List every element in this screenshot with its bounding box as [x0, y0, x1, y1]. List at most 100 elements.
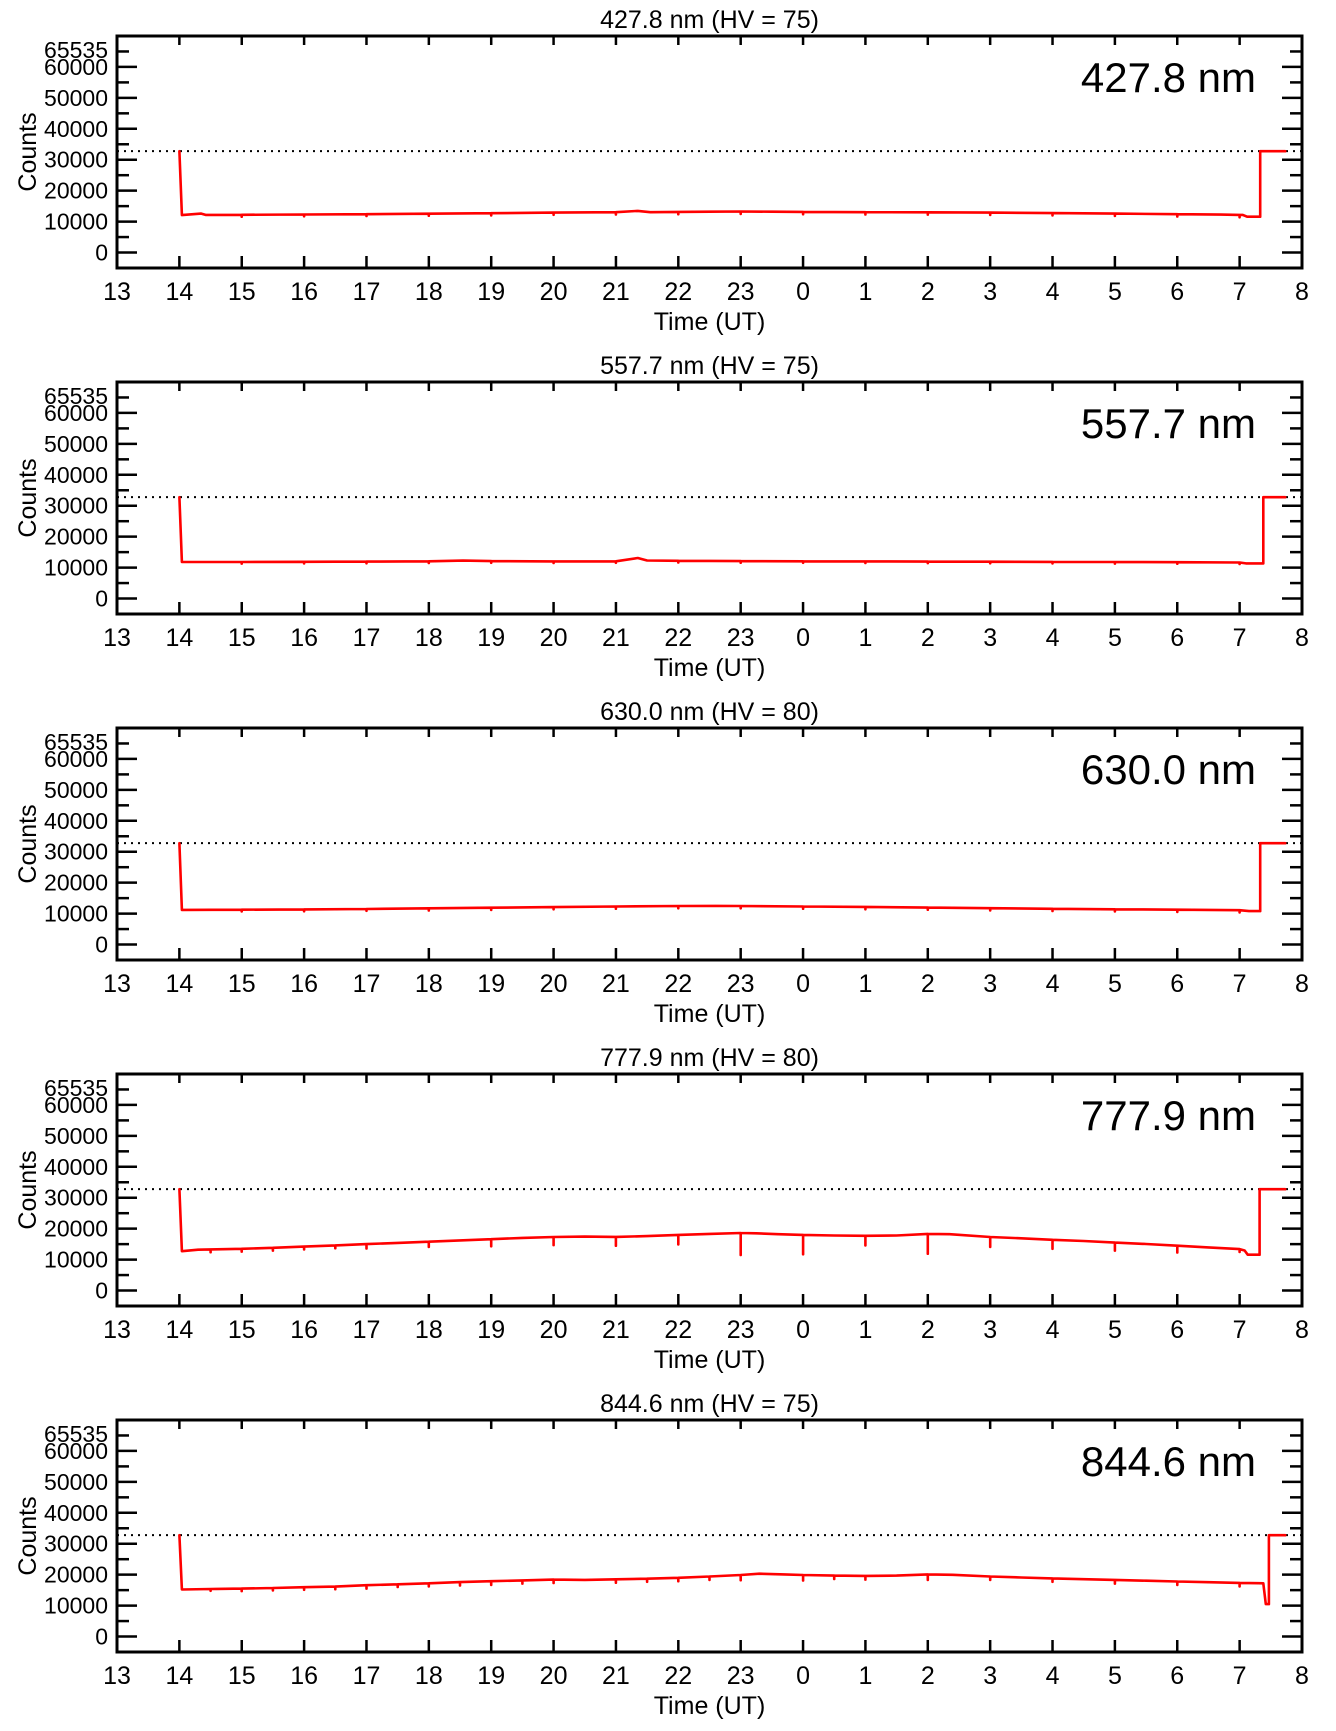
x-tick-label: 2 [921, 1662, 935, 1690]
x-tick-label: 0 [796, 278, 810, 306]
chart-title: 557.7 nm (HV = 75) [600, 352, 819, 380]
y-tick-label: 20000 [44, 524, 108, 550]
x-tick-label: 16 [290, 278, 318, 306]
x-tick-label: 5 [1108, 278, 1122, 306]
x-tick-label: 0 [796, 1316, 810, 1344]
x-tick-label: 16 [290, 1662, 318, 1690]
y-axis-ticks [117, 742, 1302, 946]
x-tick-label: 5 [1108, 1662, 1122, 1690]
x-tick-label: 18 [415, 1662, 443, 1690]
x-tick-label: 18 [415, 624, 443, 652]
x-tick-label: 3 [983, 1316, 997, 1344]
x-tick-label: 4 [1046, 970, 1060, 998]
y-tick-label: 0 [95, 586, 108, 612]
x-tick-label: 8 [1295, 278, 1309, 306]
x-tick-label: 21 [602, 970, 630, 998]
y-axis-ticks [117, 1088, 1302, 1292]
x-tick-label: 20 [540, 970, 568, 998]
x-tick-label: 23 [727, 970, 755, 998]
chart-panel: 844.6 nm (HV = 75) 13 14 15 16 17 18 19 20 21 22 23… [0, 1384, 1336, 1730]
y-tick-label: 50000 [44, 777, 108, 803]
x-tick-label: 17 [353, 1662, 381, 1690]
y-tick-label: 0 [95, 932, 108, 958]
y-axis-ticks [117, 50, 1302, 254]
y-axis-ticks [117, 1434, 1302, 1638]
counts-series-line [178, 149, 1287, 219]
chart-title: 630.0 nm (HV = 80) [600, 698, 819, 726]
x-tick-label: 23 [727, 624, 755, 652]
x-tick-label: 18 [415, 278, 443, 306]
wavelength-label: 844.6 nm [1081, 1438, 1256, 1485]
x-tick-label: 8 [1295, 624, 1309, 652]
chart-panel: 427.8 nm (HV = 75) 13 14 15 16 17 18 19 20 21 22 23… [0, 0, 1336, 346]
y-tick-label: 60000 [44, 1438, 108, 1464]
y-tick-label: 40000 [44, 808, 108, 834]
chart-title: 777.9 nm (HV = 80) [600, 1044, 819, 1072]
x-tick-label: 21 [602, 1662, 630, 1690]
x-tick-label: 19 [477, 1662, 505, 1690]
x-tick-label: 3 [983, 970, 997, 998]
y-axis-label: Counts [14, 804, 42, 883]
y-tick-label: 10000 [44, 209, 108, 235]
x-axis-label: Time (UT) [654, 1346, 766, 1374]
x-tick-label: 23 [727, 1316, 755, 1344]
y-axis-label: Counts [14, 1496, 42, 1575]
y-tick-label: 10000 [44, 901, 108, 927]
x-tick-label: 14 [165, 970, 193, 998]
wavelength-label: 427.8 nm [1081, 54, 1256, 101]
y-tick-label: 30000 [44, 839, 108, 865]
x-tick-label: 8 [1295, 1662, 1309, 1690]
y-axis-label: Counts [14, 112, 42, 191]
y-tick-label: 10000 [44, 555, 108, 581]
x-tick-label: 0 [796, 624, 810, 652]
y-axis-label: Counts [14, 1150, 42, 1229]
x-tick-label: 7 [1233, 1316, 1247, 1344]
x-tick-label: 1 [858, 624, 872, 652]
y-tick-label: 40000 [44, 1154, 108, 1180]
x-tick-label: 7 [1233, 1662, 1247, 1690]
x-tick-label: 2 [921, 278, 935, 306]
x-tick-label: 8 [1295, 1316, 1309, 1344]
chart-panel: 777.9 nm (HV = 80) 13 14 15 16 17 18 19 20 21 22 23… [0, 1038, 1336, 1384]
y-tick-label: 20000 [44, 1562, 108, 1588]
x-axis-label: Time (UT) [654, 308, 766, 336]
x-tick-label: 20 [540, 1316, 568, 1344]
x-tick-label: 17 [353, 278, 381, 306]
x-tick-label: 1 [858, 1316, 872, 1344]
y-tick-label: 30000 [44, 1531, 108, 1557]
x-tick-label: 7 [1233, 278, 1247, 306]
x-tick-label: 18 [415, 970, 443, 998]
chart-panel: 557.7 nm (HV = 75) 13 14 15 16 17 18 19 20 21 22 23… [0, 346, 1336, 692]
wavelength-label: 630.0 nm [1081, 746, 1256, 793]
x-tick-label: 0 [796, 970, 810, 998]
x-tick-label: 20 [540, 624, 568, 652]
y-tick-label: 0 [95, 1624, 108, 1650]
x-tick-label: 3 [983, 1662, 997, 1690]
x-tick-label: 15 [228, 624, 256, 652]
y-tick-label: 20000 [44, 178, 108, 204]
x-tick-label: 5 [1108, 624, 1122, 652]
x-tick-label: 5 [1108, 970, 1122, 998]
x-tick-label: 23 [727, 278, 755, 306]
x-tick-label: 13 [103, 1316, 131, 1344]
x-tick-label: 23 [727, 1662, 755, 1690]
y-axis-ticks [117, 396, 1302, 600]
x-tick-label: 6 [1170, 1316, 1184, 1344]
x-tick-label: 17 [353, 970, 381, 998]
plot-svg: 557.7 nm (HV = 75)13 14 15 16 17 18 19 20 21 22 23… [14, 352, 1309, 682]
x-tick-label: 22 [664, 624, 692, 652]
x-tick-label: 2 [921, 970, 935, 998]
x-tick-label: 16 [290, 970, 318, 998]
y-tick-label: 30000 [44, 147, 108, 173]
x-tick-label: 14 [165, 1316, 193, 1344]
x-tick-label: 21 [602, 278, 630, 306]
y-max-label: 65535 [44, 1075, 108, 1101]
y-tick-label: 0 [95, 1278, 108, 1304]
x-tick-label: 7 [1233, 624, 1247, 652]
counts-series-line [178, 495, 1287, 566]
plot-svg: 427.8 nm (HV = 75)13 14 15 16 17 18 19 20 21 22 23… [14, 6, 1309, 336]
x-tick-label: 19 [477, 1316, 505, 1344]
x-tick-label: 4 [1046, 624, 1060, 652]
x-tick-label: 22 [664, 278, 692, 306]
x-tick-label: 21 [602, 1316, 630, 1344]
